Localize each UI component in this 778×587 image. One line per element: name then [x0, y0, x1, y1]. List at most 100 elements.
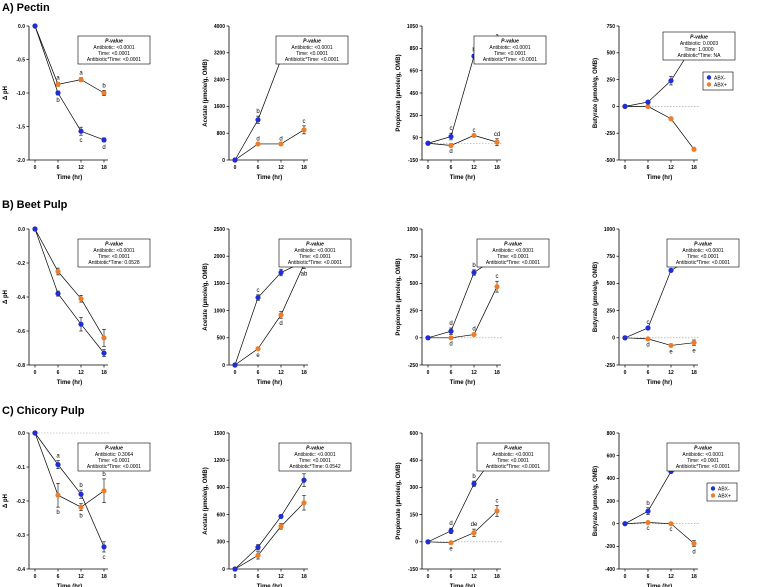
series-line-ABX+: [428, 286, 498, 339]
y-tick-label: 600: [607, 453, 616, 459]
x-axis-title: Time (hr): [647, 380, 673, 386]
series-line-ABX+: [234, 264, 305, 366]
y-tick-label: 1000: [214, 308, 225, 314]
pvalue-box: [473, 35, 547, 65]
significance-letter: d: [472, 326, 475, 332]
pvalue-line: Time: <0.0001: [98, 458, 130, 464]
significance-letter: c: [257, 288, 260, 294]
x-tick-label: 18: [691, 574, 697, 580]
significance-letter: e: [669, 350, 673, 356]
legend-label: ABX+: [714, 82, 727, 88]
x-tick-label: 0: [234, 574, 237, 580]
y-tick-label: 50: [412, 135, 418, 141]
significance-letter: d: [449, 149, 452, 155]
data-point-ABX-: [645, 99, 651, 105]
x-tick-label: 6: [647, 165, 650, 171]
y-tick-label: 1050: [407, 24, 418, 30]
significance-letter: e: [692, 348, 696, 354]
pvalue-box: [278, 442, 352, 472]
pvalue-title: P-value: [690, 35, 708, 41]
significance-letter: b: [56, 510, 60, 516]
series-line-ABX+: [624, 337, 695, 346]
y-tick-label: 1000: [407, 227, 418, 233]
chart-0-2: -150 50 250 450 650 850 1050 0 6 12 18 Time (hr) Pro…: [396, 24, 547, 181]
y-tick-label: 1500: [214, 431, 225, 437]
y-tick-label: 250: [607, 77, 616, 83]
y-tick-label: 0: [612, 104, 615, 110]
y-tick-label: 850: [410, 46, 419, 52]
pvalue-line: Antibiotic*Time: 0.0542: [289, 464, 340, 470]
y-tick-label: -150: [408, 567, 418, 573]
pvalue-line: Antibiotic*Time: <0.0001: [87, 464, 141, 470]
data-point-ABX-: [255, 544, 261, 550]
significance-letter: b: [79, 514, 83, 520]
x-axis-title: Time (hr): [647, 584, 673, 587]
pvalue-line: Time: <0.0001: [296, 51, 328, 57]
x-tick-label: 18: [101, 165, 107, 171]
legend-marker-ABX-: [706, 75, 712, 80]
pvalue-box: [77, 442, 151, 472]
y-axis-title: Butyrate (µmole/g, OMB): [593, 262, 599, 332]
data-point-ABX-: [668, 78, 674, 84]
y-tick-label: 500: [410, 281, 419, 287]
x-tick-label: 0: [624, 370, 627, 376]
significance-letter: c: [670, 527, 673, 533]
data-point-ABX-: [301, 477, 307, 483]
x-tick-label: 18: [101, 370, 107, 376]
pvalue-line: Time: <0.0001: [98, 254, 130, 260]
pvalue-line: Antibiotic: <0.0001: [492, 248, 533, 254]
y-tick-label: 600: [217, 512, 226, 518]
chart-2-3: -400 -200 0 200 400 600 800 0 6 12 18 Time (hr) Buty…: [593, 431, 740, 587]
y-tick-label: 250: [607, 308, 616, 314]
chart-1-0: 0.0 -0.2 -0.4 -0.6 -0.8 0 6 12 18 Time (hr) Δ pH P-…: [3, 226, 151, 386]
data-point-ABX+: [448, 540, 454, 546]
data-point-ABX+: [471, 530, 477, 536]
pvalue-line: Time: <0.0001: [299, 458, 331, 464]
pvalue-line: Antibiotic: 0.0003: [680, 41, 719, 47]
data-point-ABX-: [78, 491, 84, 497]
y-axis-title: Butyrate (µmole/g, OMB): [593, 58, 599, 128]
data-point-ABX+: [645, 103, 651, 109]
data-point-ABX-: [448, 328, 454, 334]
x-tick-label: 6: [57, 165, 60, 171]
pvalue-box: [275, 35, 349, 65]
pvalue-box: [278, 238, 352, 268]
pvalue-title: P-value: [501, 39, 519, 45]
x-axis-title: Time (hr): [57, 175, 83, 181]
pvalue-line: Antibiotic: <0.0001: [93, 248, 134, 254]
series-line-ABX-: [34, 228, 105, 354]
y-axis-title: Butyrate (µmole/g, OMB): [593, 466, 599, 536]
y-tick-label: 600: [410, 431, 419, 437]
significance-letter: c: [80, 138, 83, 144]
x-tick-label: 6: [257, 370, 260, 376]
pvalue-box: [662, 31, 736, 61]
y-tick-label: 200: [607, 499, 616, 505]
pvalue-line: Antibiotic*Time: <0.0001: [486, 464, 540, 470]
x-tick-label: 18: [301, 165, 307, 171]
significance-letter: d: [692, 549, 695, 555]
pvalue-line: Antibiotic: <0.0001: [682, 248, 723, 254]
series-line-ABX+: [34, 25, 105, 94]
series-line-ABX-: [234, 59, 304, 161]
x-axis-title: Time (hr): [257, 584, 283, 587]
significance-letter: cd: [494, 132, 500, 138]
x-tick-label: 0: [234, 370, 237, 376]
x-tick-label: 0: [427, 574, 430, 580]
chart-1-1: 0 500 1000 1500 2000 2500 0 6 12 18 Time (hr) Aceta…: [203, 227, 352, 386]
data-point-ABX+: [691, 540, 697, 547]
y-axis-title: Δ pH: [3, 86, 9, 100]
x-tick-label: 0: [34, 574, 37, 580]
pvalue-box: [77, 35, 151, 65]
y-tick-label: -1.5: [16, 124, 25, 130]
x-tick-label: 6: [647, 370, 650, 376]
chart-0-3: -500 -250 0 250 500 750 0 6 12 18 Time (hr) Butyrat…: [593, 24, 736, 181]
series-line-ABX+: [234, 129, 305, 161]
y-tick-label: 300: [410, 485, 419, 491]
pvalue-title: P-value: [504, 242, 522, 248]
legend-label: ABX+: [718, 493, 731, 499]
y-tick-label: -0.2: [16, 261, 25, 267]
y-tick-label: 450: [410, 458, 419, 464]
significance-letter: d: [256, 136, 259, 142]
data-point-ABX+: [78, 504, 84, 510]
y-tick-label: 0.0: [18, 24, 25, 30]
